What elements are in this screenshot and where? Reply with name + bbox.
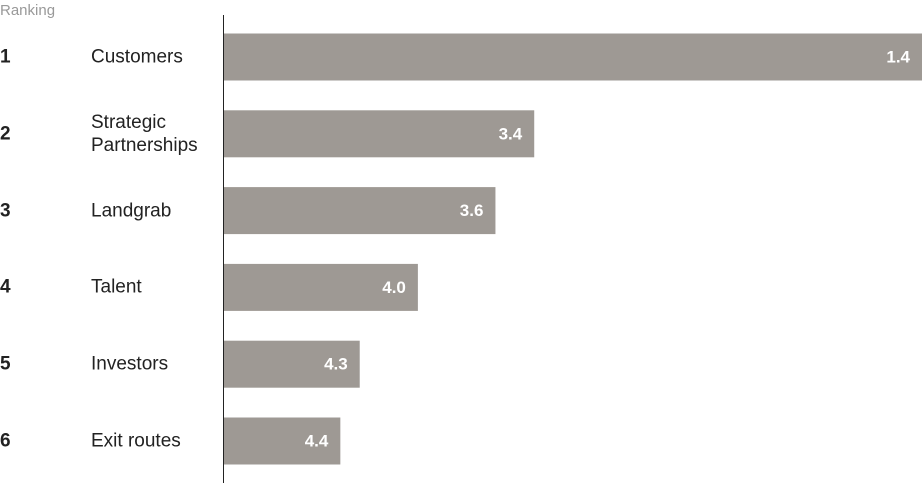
- category-label: Exit routes: [91, 430, 181, 452]
- value-label: 4.3: [324, 355, 348, 374]
- bar: [224, 417, 341, 465]
- header: Ranking: [0, 2, 56, 19]
- bar: [224, 187, 496, 235]
- bar: [224, 340, 360, 388]
- rank-label: 2: [0, 123, 11, 145]
- value-label: 1.4: [886, 47, 910, 66]
- bar: [224, 33, 922, 81]
- rank-label: 5: [0, 353, 11, 375]
- bar: [224, 263, 418, 311]
- category-label: Investors: [91, 353, 169, 375]
- category-label: Landgrab: [91, 200, 172, 222]
- rank-label: 1: [0, 46, 11, 68]
- rank-label: 3: [0, 200, 11, 222]
- rank-label: 4: [0, 276, 11, 298]
- value-label: 4.4: [305, 431, 329, 450]
- bar: [224, 110, 535, 158]
- value-label: 4.0: [382, 278, 406, 297]
- category-label: Customers: [91, 46, 183, 68]
- value-label: 3.4: [499, 124, 523, 143]
- value-label: 3.6: [460, 201, 484, 220]
- category-label: Talent: [91, 276, 142, 298]
- rank-label: 6: [0, 430, 11, 452]
- category-label: Strategic Partnerships: [91, 111, 198, 156]
